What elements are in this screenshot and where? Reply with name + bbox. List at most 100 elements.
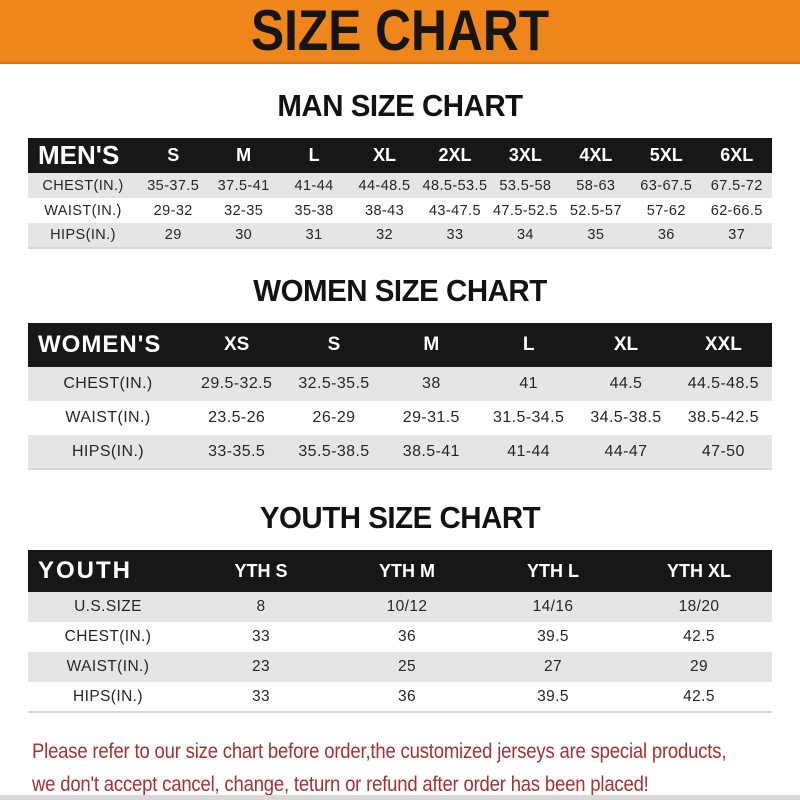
- size-value-cell: 57-62: [646, 202, 686, 219]
- size-value-cell: 38.5-42.5: [687, 409, 759, 426]
- size-column-header: 4XL: [579, 145, 613, 165]
- measurement-row: U.S.SIZE 8 10/12 14/16 18/20: [28, 592, 772, 622]
- size-value-cell: 62-66.5: [710, 202, 763, 219]
- size-value-cell: 29-32: [153, 202, 193, 219]
- size-value-cell: 36: [397, 687, 417, 705]
- size-value-cell: 31.5-34.5: [493, 409, 565, 426]
- size-column-header: M: [423, 334, 440, 355]
- row-label: HIPS(IN.): [50, 227, 116, 243]
- size-value-cell: 36: [657, 227, 675, 243]
- size-column-header: S: [327, 334, 341, 355]
- measurement-row: CHEST(IN.) 29.5-32.5 32.5-35.5 38 41 44.5 44.5…: [28, 367, 772, 401]
- youth-size-table: YOUTH YTH S YTH M YTH L YTH XL U.S.SIZE 8 10/12…: [28, 550, 772, 713]
- size-value-cell: 10/12: [386, 598, 428, 615]
- size-value-cell: 33: [251, 628, 271, 645]
- size-column-header: 6XL: [720, 145, 754, 165]
- size-column-header: 5XL: [649, 145, 683, 165]
- row-label: HIPS(IN.): [73, 687, 143, 705]
- measurement-row: HIPS(IN.) 29 30 31 32 33 34 35 36 37: [28, 223, 772, 248]
- row-label: U.S.SIZE: [74, 598, 142, 615]
- men-size-table: MEN'S S M L XL 2XL 3XL 4XL 5XL 6XL CHEST(IN.) 35-37…: [28, 138, 772, 249]
- size-value-cell: 35: [587, 227, 605, 243]
- size-value-cell: 44-47: [604, 442, 648, 460]
- size-column-header: XS: [223, 334, 250, 355]
- size-column-header: XXL: [704, 334, 742, 355]
- size-value-cell: 44.5-48.5: [687, 375, 759, 392]
- size-value-cell: 58-63: [576, 177, 616, 194]
- section-women: WOMEN SIZE CHART WOMEN'S XS S M L XL XXL CHEST(…: [0, 273, 800, 470]
- section-youth: YOUTH SIZE CHART YOUTH YTH S YTH M YTH L YTH…: [0, 500, 800, 713]
- size-value-cell: 34.5-38.5: [590, 409, 662, 426]
- size-value-cell: 33: [446, 227, 464, 243]
- size-value-cell: 48.5-53.5: [422, 177, 488, 194]
- measurement-row: HIPS(IN.) 33 36 39.5 42.5: [28, 682, 772, 712]
- size-value-cell: 63-67.5: [640, 177, 693, 194]
- size-value-cell: 33-35.5: [208, 442, 266, 460]
- size-value-cell: 29-31.5: [402, 409, 460, 426]
- size-column-header: L: [308, 145, 320, 165]
- size-value-cell: 29.5-32.5: [201, 375, 273, 392]
- size-value-cell: 42.5: [683, 628, 715, 645]
- group-label: YOUTH: [38, 557, 132, 584]
- size-value-cell: 44-48.5: [358, 177, 411, 194]
- size-column-header: XL: [373, 145, 397, 165]
- row-label: CHEST(IN.): [63, 375, 153, 392]
- size-value-cell: 42.5: [683, 687, 715, 705]
- size-value-cell: 35.5-38.5: [298, 442, 370, 460]
- size-column-header: YTH S: [234, 560, 288, 581]
- men-section-heading: MAN SIZE CHART: [277, 88, 523, 123]
- size-value-cell: 36: [397, 628, 417, 645]
- size-value-cell: 39.5: [537, 628, 569, 645]
- size-value-cell: 37: [728, 227, 746, 243]
- size-value-cell: 32: [376, 227, 393, 243]
- measurement-row: CHEST(IN.) 35-37.5 37.5-41 41-44 44-48.5 48.5…: [28, 173, 772, 198]
- size-value-cell: 27: [543, 658, 563, 675]
- size-value-cell: 41-44: [294, 177, 334, 194]
- size-value-cell: 35-38: [294, 202, 334, 219]
- size-column-header: 3XL: [508, 145, 542, 165]
- measurement-row: HIPS(IN.) 33-35.5 35.5-38.5 38.5-41 41-44 44-…: [28, 435, 772, 469]
- group-label: WOMEN'S: [38, 331, 162, 358]
- size-header-row: YOUTH YTH S YTH M YTH L YTH XL: [28, 550, 772, 592]
- size-value-cell: 26-29: [312, 409, 356, 426]
- size-column-header: 2XL: [438, 145, 472, 165]
- size-value-cell: 67.5-72: [710, 177, 763, 194]
- youth-section-heading: YOUTH SIZE CHART: [259, 500, 541, 535]
- size-column-header: XL: [613, 334, 639, 355]
- bottom-strip: [0, 795, 800, 800]
- size-value-cell: 14/16: [532, 598, 574, 615]
- footer-note: Please refer to our size chart before or…: [0, 735, 800, 800]
- measurement-row: WAIST(IN.) 29-32 32-35 35-38 38-43 43-47.5 47.…: [28, 198, 772, 223]
- size-value-cell: 34: [516, 227, 534, 243]
- footer-line-2: we don't accept cancel, change, teturn o…: [32, 773, 649, 796]
- women-size-table: WOMEN'S XS S M L XL XXL CHEST(IN.) 29.5-32.5 32.5…: [28, 323, 772, 470]
- size-value-cell: 37.5-41: [217, 177, 270, 194]
- size-value-cell: 39.5: [537, 687, 569, 705]
- size-value-cell: 38: [422, 375, 441, 392]
- size-column-header: YTH M: [379, 560, 435, 581]
- row-label: HIPS(IN.): [71, 442, 145, 460]
- size-value-cell: 47-50: [701, 442, 745, 460]
- size-value-cell: 30: [235, 227, 253, 243]
- size-column-header: S: [167, 145, 180, 165]
- size-value-cell: 23.5-26: [208, 409, 266, 426]
- size-value-cell: 31: [305, 227, 323, 243]
- banner-title: SIZE CHART: [250, 0, 550, 63]
- row-label: CHEST(IN.): [42, 177, 124, 194]
- size-value-cell: 43-47.5: [428, 202, 481, 219]
- size-value-cell: 52.5-57: [569, 202, 622, 219]
- footer-line-1: Please refer to our size chart before or…: [32, 740, 727, 763]
- row-label: WAIST(IN.): [66, 658, 150, 675]
- size-value-cell: 41: [519, 375, 538, 392]
- row-label: WAIST(IN.): [65, 409, 151, 426]
- size-value-cell: 29: [689, 658, 709, 675]
- size-value-cell: 29: [164, 227, 182, 243]
- size-column-header: YTH XL: [666, 560, 731, 581]
- size-column-header: YTH L: [527, 560, 579, 581]
- size-value-cell: 38.5-41: [402, 442, 460, 460]
- section-men: MAN SIZE CHART MEN'S S M L XL 2XL 3XL 4XL 5XL 6XL…: [0, 88, 800, 249]
- size-value-cell: 25: [397, 658, 417, 675]
- size-header-row: MEN'S S M L XL 2XL 3XL 4XL 5XL 6XL: [28, 138, 772, 173]
- size-value-cell: 33: [251, 687, 271, 705]
- row-label: CHEST(IN.): [64, 628, 152, 645]
